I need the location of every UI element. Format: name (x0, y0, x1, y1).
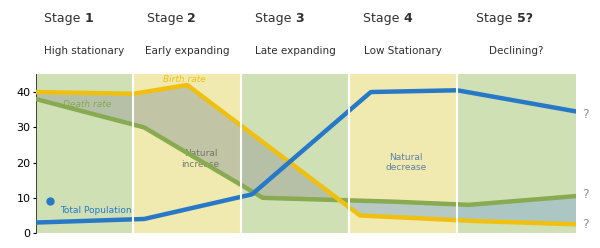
Text: 3: 3 (295, 12, 304, 25)
Bar (241, 74, 349, 233)
Text: Late expanding: Late expanding (255, 46, 335, 56)
Text: Birth rate: Birth rate (163, 75, 206, 84)
Text: Natural
decrease: Natural decrease (385, 153, 427, 172)
Text: Declining?: Declining? (490, 46, 544, 56)
Bar (457, 74, 576, 233)
Text: Early expanding: Early expanding (145, 46, 229, 56)
Text: Total Population: Total Population (60, 206, 132, 215)
Bar (133, 74, 241, 233)
Text: 2: 2 (187, 12, 196, 25)
Text: Stage: Stage (147, 12, 187, 25)
Text: ?: ? (583, 188, 589, 201)
Text: 5?: 5? (517, 12, 533, 25)
Text: Stage: Stage (363, 12, 403, 25)
Text: Death rate: Death rate (63, 100, 111, 109)
Text: 1: 1 (85, 12, 94, 25)
Text: High stationary: High stationary (44, 46, 125, 56)
Bar (36, 74, 133, 233)
Text: ?: ? (583, 218, 589, 231)
Text: ?: ? (583, 108, 589, 122)
Text: 4: 4 (403, 12, 412, 25)
Bar (349, 74, 457, 233)
Text: Natural
increase: Natural increase (182, 149, 220, 169)
Text: Stage: Stage (476, 12, 517, 25)
Text: Stage: Stage (44, 12, 85, 25)
Text: Low Stationary: Low Stationary (364, 46, 442, 56)
Text: Stage: Stage (255, 12, 295, 25)
